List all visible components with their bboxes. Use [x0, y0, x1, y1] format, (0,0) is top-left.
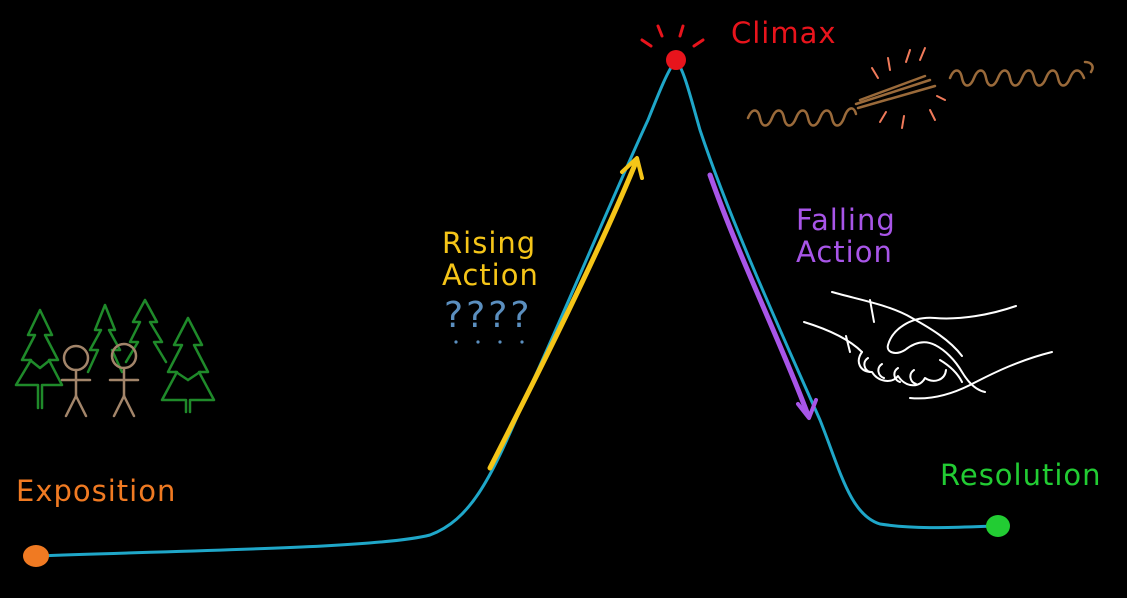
rising-action-label-line2: Action [442, 257, 539, 292]
plot-line [34, 57, 1000, 558]
falling-action-arrowhead [796, 398, 818, 420]
trees-and-people-icon [14, 298, 216, 418]
rising-action-label-line1: Rising [442, 226, 537, 260]
breaking-rope-icon [746, 47, 1094, 129]
exposition-label: Exposition [16, 474, 177, 508]
climax-label: Climax [731, 16, 837, 50]
rising-action-arrow [487, 159, 639, 471]
climax-point [666, 50, 686, 70]
exposition-point [23, 545, 49, 567]
climax-spark-icon [640, 24, 705, 48]
resolution-point [986, 515, 1010, 537]
resolution-label: Resolution [940, 458, 1102, 492]
rising-action-arrowhead [620, 156, 644, 180]
rising-action-label: Rising Action [442, 226, 539, 292]
falling-action-arrow [707, 172, 811, 418]
handshake-icon [803, 291, 1053, 400]
falling-action-label: Falling Action [796, 203, 896, 269]
falling-action-label-line1: Falling [796, 203, 896, 237]
question-dots [454, 340, 524, 344]
questions-label: ???? [444, 295, 533, 336]
falling-action-label-line2: Action [796, 234, 893, 269]
